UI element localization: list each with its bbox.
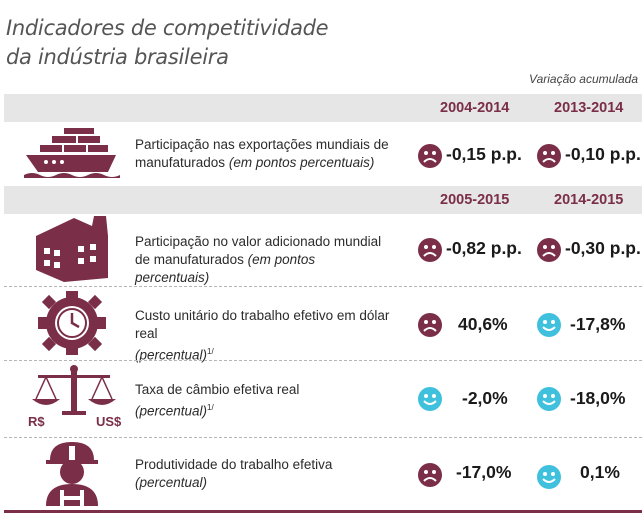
sad-face-icon [418,463,442,487]
subtitle: Variação acumulada [529,72,638,86]
row-label-4: Produtividade do trabalho efetiva (percen… [135,457,333,490]
title-line-1: Indicadores de competitividade [6,16,329,40]
header-period-2: 2014-2015 [554,192,624,208]
happy-face-icon [537,313,561,337]
sad-face-icon [537,144,561,168]
row-value-2: 0,1% [580,462,620,482]
page-title: Indicadores de competitividade da indúst… [6,14,329,72]
gear-clock-icon [38,291,106,360]
sad-face-icon [418,313,442,337]
row-divider [4,437,642,438]
row-label-3: Taxa de câmbio efetiva real (percentual)1… [135,382,300,419]
factory-icon [34,216,110,287]
row-value-1: -2,0% [462,388,508,408]
row-value-1: -0,15 p.p. [446,144,522,164]
period-header-1: 2004-2014 2013-2014 [4,94,642,122]
happy-face-icon [537,387,561,411]
row-label-1: Participação no valor adicionado mundial… [135,234,382,285]
row-value-2: -18,0% [570,388,626,408]
row-divider [4,360,642,361]
row-value-1: -0,82 p.p. [446,238,522,258]
cargo-ship-icon [24,128,124,183]
bottom-rule [4,510,642,513]
row-label-0: Participação nas exportações mundiais de… [135,137,389,170]
sad-face-icon [418,238,442,262]
header-period-2: 2013-2014 [554,100,624,116]
period-header-2: 2005-2015 2014-2015 [4,186,642,214]
row-label-2: Custo unitário do trabalho efetivo em dó… [135,308,390,363]
row-value-2: -17,8% [570,314,626,334]
balance-scale-icon [24,365,124,436]
row-value-1: 40,6% [458,314,508,334]
title-line-2: da indústria brasileira [6,45,229,69]
row-value-2: -0,10 p.p. [565,144,641,164]
header-period-1: 2005-2015 [440,192,510,208]
sad-face-icon [418,144,442,168]
row-divider [4,286,642,287]
icon-right-text: US$ [96,414,122,429]
happy-face-icon [418,387,442,411]
row-value-1: -17,0% [456,462,512,482]
sad-face-icon [537,238,561,262]
worker-helmet-icon [42,440,102,513]
icon-left-text: R$ [28,414,45,429]
header-period-1: 2004-2014 [440,100,510,116]
row-value-2: -0,30 p.p. [565,238,641,258]
happy-face-icon [537,465,561,489]
